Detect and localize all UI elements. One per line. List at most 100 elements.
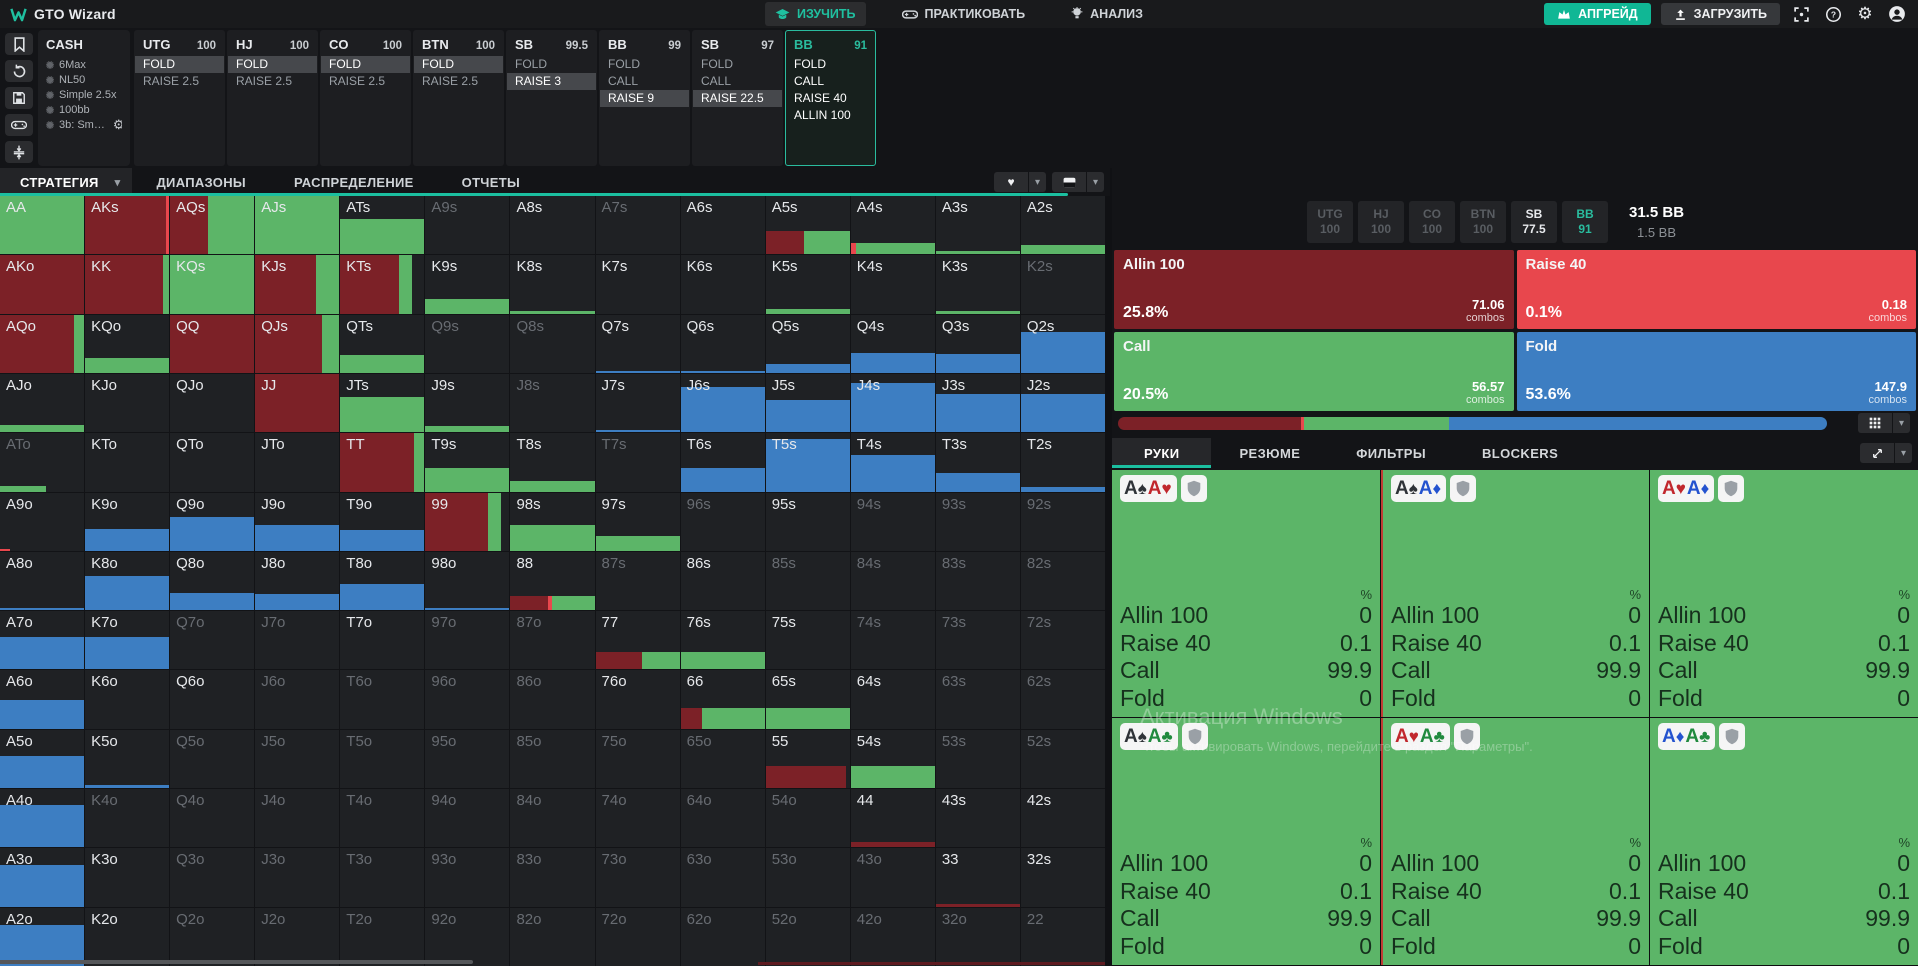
hand-cell-K7o[interactable]: K7o <box>85 611 170 670</box>
hand-cell-32s[interactable]: 32s <box>1020 848 1105 907</box>
hand-cell-72s[interactable]: 72s <box>1020 611 1105 670</box>
align-center-icon[interactable] <box>5 141 33 163</box>
hand-cell-J5s[interactable]: J5s <box>765 373 850 433</box>
hand-cell-K3o[interactable]: K3o <box>85 848 170 907</box>
combo-card-AsAd[interactable]: A ♠ A ♦% Allin 100 0 Raise 40 0.1 Call 99.9 Fold 0 <box>1381 470 1649 717</box>
hand-cell-62s[interactable]: 62s <box>1020 670 1105 729</box>
hand-cell-53s[interactable]: 53s <box>935 729 1020 789</box>
hand-cell-JJ[interactable]: JJ <box>255 373 340 433</box>
hand-cell-82o[interactable]: 82o <box>510 907 595 966</box>
hand-cell-AJo[interactable]: AJo <box>0 373 85 433</box>
hand-cell-A2s[interactable]: A2s <box>1020 196 1105 255</box>
hand-cell-J8o[interactable]: J8o <box>255 551 340 611</box>
gamepad-icon[interactable] <box>5 114 33 136</box>
hand-cell-Q5o[interactable]: Q5o <box>170 729 255 789</box>
grid-icon[interactable] <box>1858 413 1892 433</box>
hand-cell-66[interactable]: 66 <box>680 670 765 729</box>
hand-cell-98o[interactable]: 98o <box>425 551 510 611</box>
hand-cell-T4o[interactable]: T4o <box>340 789 425 848</box>
history-action[interactable]: CALL <box>794 74 825 88</box>
hand-cell-A6o[interactable]: A6o <box>0 670 85 729</box>
hand-cell-K8s[interactable]: K8s <box>510 255 595 314</box>
history-action[interactable]: FOLD <box>414 56 503 73</box>
history-action[interactable]: RAISE 9 <box>600 90 689 107</box>
hand-cell-85o[interactable]: 85o <box>510 729 595 789</box>
hand-cell-A2o[interactable]: A2o <box>0 907 85 966</box>
hand-cell-97o[interactable]: 97o <box>425 611 510 670</box>
hand-cell-T8s[interactable]: T8s <box>510 433 595 492</box>
hand-cell-A4s[interactable]: A4s <box>850 196 935 255</box>
position-card-btn-3[interactable]: BTN 100 FOLD RAISE 2.5 <box>413 30 504 166</box>
action-card-call[interactable]: Call 20.5% 56.57 combos <box>1114 332 1514 411</box>
tab-strategy[interactable]: СТРАТЕГИЯ ▾ <box>0 168 133 196</box>
card-icon[interactable] <box>1052 172 1086 192</box>
hand-cell-Q6s[interactable]: Q6s <box>680 314 765 373</box>
nav-tab-analyze[interactable]: АНАЛИЗ <box>1061 2 1153 26</box>
hand-cell-85s[interactable]: 85s <box>765 551 850 611</box>
hand-cell-52o[interactable]: 52o <box>765 907 850 966</box>
hand-cell-96s[interactable]: 96s <box>680 492 765 551</box>
hand-cell-J2o[interactable]: J2o <box>255 907 340 966</box>
hand-cell-76s[interactable]: 76s <box>680 611 765 670</box>
shield-badge[interactable] <box>1453 723 1480 750</box>
position-card-sb-6[interactable]: SB 97 FOLD CALL RAISE 22.5 <box>692 30 783 166</box>
hand-cell-Q8s[interactable]: Q8s <box>510 314 595 373</box>
hand-cell-A5o[interactable]: A5o <box>0 729 85 789</box>
hand-cell-J6s[interactable]: J6s <box>680 373 765 433</box>
hand-cell-QTo[interactable]: QTo <box>170 433 255 492</box>
hand-cell-Q3o[interactable]: Q3o <box>170 848 255 907</box>
hand-cell-KJs[interactable]: KJs <box>255 255 340 314</box>
hand-cell-KJo[interactable]: KJo <box>85 373 170 433</box>
combo-card-AhAd[interactable]: A ♥ A ♦% Allin 100 0 Raise 40 0.1 Call 99.9 Fold 0 <box>1650 470 1918 717</box>
hand-cell-86o[interactable]: 86o <box>510 670 595 729</box>
hand-cell-Q5s[interactable]: Q5s <box>765 314 850 373</box>
hand-cell-AJs[interactable]: AJs <box>255 196 340 255</box>
hand-cell-82s[interactable]: 82s <box>1020 551 1105 611</box>
tab-hands[interactable]: РУКИ <box>1112 438 1212 468</box>
hand-cell-99[interactable]: 99 <box>425 492 510 551</box>
hand-cell-T6o[interactable]: T6o <box>340 670 425 729</box>
hand-cell-T6s[interactable]: T6s <box>680 433 765 492</box>
help-icon[interactable]: ? <box>1822 3 1844 25</box>
history-action[interactable]: CALL <box>608 74 639 88</box>
hand-cell-95s[interactable]: 95s <box>765 492 850 551</box>
position-chip-btn[interactable]: BTN 100 <box>1460 201 1506 243</box>
hand-cell-Q3s[interactable]: Q3s <box>935 314 1020 373</box>
hand-cell-Q8o[interactable]: Q8o <box>170 551 255 611</box>
hand-cell-94s[interactable]: 94s <box>850 492 935 551</box>
hand-cell-ATo[interactable]: ATo <box>0 433 85 492</box>
hand-cell-QJo[interactable]: QJo <box>170 373 255 433</box>
hand-cell-J5o[interactable]: J5o <box>255 729 340 789</box>
shield-badge[interactable] <box>1180 475 1207 502</box>
history-action[interactable]: FOLD <box>794 57 827 71</box>
hand-cell-A8s[interactable]: A8s <box>510 196 595 255</box>
hand-cell-64s[interactable]: 64s <box>850 670 935 729</box>
hand-cell-73o[interactable]: 73o <box>595 848 680 907</box>
position-chip-bb[interactable]: BB 91 <box>1562 201 1608 243</box>
hand-cell-J4o[interactable]: J4o <box>255 789 340 848</box>
history-action[interactable]: FOLD <box>701 57 734 71</box>
hand-cell-K6o[interactable]: K6o <box>85 670 170 729</box>
hand-cell-42o[interactable]: 42o <box>850 907 935 966</box>
position-card-bb-5[interactable]: BB 99 FOLD CALL RAISE 9 <box>599 30 690 166</box>
hand-cell-A7s[interactable]: A7s <box>595 196 680 255</box>
hand-cell-K6s[interactable]: K6s <box>680 255 765 314</box>
hand-cell-T9s[interactable]: T9s <box>425 433 510 492</box>
hand-cell-A6s[interactable]: A6s <box>680 196 765 255</box>
hand-cell-77[interactable]: 77 <box>595 611 680 670</box>
position-card-utg-0[interactable]: UTG 100 FOLD RAISE 2.5 <box>134 30 225 166</box>
hand-cell-84s[interactable]: 84s <box>850 551 935 611</box>
hand-cell-K4s[interactable]: K4s <box>850 255 935 314</box>
hand-cell-J3o[interactable]: J3o <box>255 848 340 907</box>
settings-gear-icon[interactable]: ⚙ <box>112 117 122 132</box>
hand-cell-AQo[interactable]: AQo <box>0 314 85 373</box>
position-card-sb-4[interactable]: SB 99.5 FOLD RAISE 3 <box>506 30 597 166</box>
shield-badge[interactable] <box>1181 723 1208 750</box>
combo-card-AdAc[interactable]: A ♦ A ♣% Allin 100 0 Raise 40 0.1 Call 99.9 Fold 0 <box>1650 718 1918 965</box>
upgrade-button[interactable]: АПГРЕЙД <box>1544 3 1651 25</box>
history-action[interactable]: RAISE 2.5 <box>236 74 293 88</box>
hand-cell-72o[interactable]: 72o <box>595 907 680 966</box>
hand-cell-86s[interactable]: 86s <box>680 551 765 611</box>
history-action[interactable]: CALL <box>701 74 732 88</box>
hand-cell-J6o[interactable]: J6o <box>255 670 340 729</box>
